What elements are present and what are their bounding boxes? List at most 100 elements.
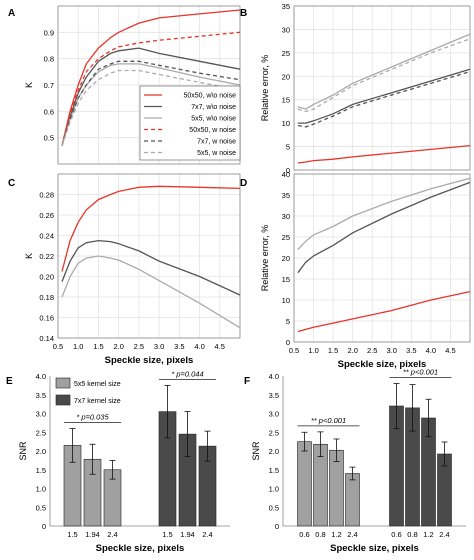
x-tick-label: 1.94	[85, 530, 100, 539]
legend-entry: 5x5 kernel size	[74, 381, 121, 388]
legend-entry: 7x7, w noise	[197, 139, 236, 146]
x-tick-label: 4.0	[194, 342, 204, 351]
y-tick-label: 20	[282, 72, 290, 81]
x-tick-label: 3.5	[406, 346, 416, 355]
x-tick-label: 4.0	[426, 346, 436, 355]
panel-A: A 0.5 0.6 0.7 0.8 0.9 K 50x50, w\o noise 7x7, w\…	[8, 5, 241, 165]
series-line-1	[297, 181, 471, 274]
series-line-0	[61, 9, 241, 146]
y-tick-label: 4.0	[36, 372, 46, 381]
y-tick-label: 30	[282, 25, 290, 34]
panel-E: E 0 0.5 1.0 1.5 2.0 2.5 3.0 3.5 4.0 SNR 1.5 1.94 2.4 1…	[6, 369, 230, 554]
series-line-0	[297, 177, 471, 251]
y-axis-label: Relative error, %	[260, 225, 270, 292]
legend-entry: 50x50, w\o noise	[183, 93, 236, 100]
y-tick-label: 3.5	[36, 391, 46, 400]
x-tick-label: 3.0	[387, 346, 397, 355]
series-line-4	[61, 60, 241, 146]
plot-frame	[293, 5, 471, 171]
x-tick-label: 2.4	[107, 530, 117, 539]
y-tick-label: 2.5	[269, 428, 279, 437]
plot-frame	[293, 173, 471, 343]
y-tick-label: 0.9	[44, 28, 54, 37]
y-tick-label: 0.7	[44, 81, 54, 90]
x-tick-label: 1.94	[180, 530, 195, 539]
legend-entry: 5x5, w noise	[197, 150, 236, 157]
y-tick-label: 0	[286, 338, 290, 347]
y-tick-label: 1.5	[269, 466, 279, 475]
x-tick-label: 0.8	[407, 530, 417, 539]
y-tick-label: 0.26	[39, 211, 54, 220]
y-tick-label: 4.0	[269, 372, 279, 381]
y-tick-label: 0.5	[44, 134, 54, 143]
y-axis-label: Relative error, %	[260, 55, 270, 122]
y-tick-label: 0.24	[39, 232, 54, 241]
series-line-1	[61, 47, 241, 146]
y-tick-label: 15	[282, 96, 290, 105]
x-tick-label: 0.5	[289, 346, 299, 355]
x-tick-label: 2.5	[134, 342, 144, 351]
x-tick-label: 0.5	[53, 342, 63, 351]
y-tick-label: 3.0	[36, 410, 46, 419]
bar	[345, 473, 360, 527]
panel-label: B	[240, 8, 247, 19]
x-tick-label: 1.2	[331, 530, 341, 539]
series-line-2	[61, 255, 241, 329]
y-axis-label: SNR	[251, 441, 261, 461]
legend: 50x50, w\o noise 7x7, w\o noise 5x5, w\o n…	[139, 85, 241, 161]
y-tick-label: 5	[286, 317, 290, 326]
y-tick-label: 0.20	[39, 273, 54, 282]
x-tick-label: 1.2	[423, 530, 433, 539]
y-tick-label: 1.5	[36, 466, 46, 475]
y-tick-label: 0.8	[44, 55, 54, 64]
significance-label: ** p<0.001	[403, 368, 438, 377]
series-line-0	[61, 185, 241, 272]
y-tick-label: 25	[282, 233, 290, 242]
significance-label: ** p<0.001	[311, 416, 346, 425]
y-tick-label: 0	[42, 522, 46, 531]
y-tick-label: 15	[282, 275, 290, 284]
y-tick-label: 10	[282, 119, 290, 128]
x-tick-label: 2.0	[113, 342, 123, 351]
y-tick-label: 35	[282, 191, 290, 200]
x-tick-label: 2.4	[439, 530, 449, 539]
panel-label: E	[6, 376, 13, 387]
legend: 5x5 kernel size 7x7 kernel size	[55, 377, 121, 406]
y-tick-label: 0.5	[36, 503, 46, 512]
x-tick-label: 1.5	[162, 530, 172, 539]
series-line-2	[297, 290, 471, 333]
panel-F: F 0 0.5 1.0 1.5 2.0 2.5 3.0 3.5 4.0 SNR 0.6 0.8 1.2 2.…	[244, 368, 466, 554]
legend-swatch	[55, 377, 71, 389]
legend-entry: 50x50, w noise	[189, 127, 236, 134]
y-tick-label: 10	[282, 296, 290, 305]
y-tick-label: 0.16	[39, 314, 54, 323]
y-tick-label: 0	[275, 522, 279, 531]
series-line-3	[61, 31, 241, 146]
y-tick-label: 2.0	[36, 447, 46, 456]
y-tick-label: 0.22	[39, 252, 54, 261]
x-tick-label: 1.5	[67, 530, 77, 539]
x-tick-label: 3.0	[154, 342, 164, 351]
y-tick-label: 35	[282, 2, 290, 11]
y-tick-label: 0.14	[39, 334, 54, 343]
y-tick-label: 2.5	[36, 428, 46, 437]
panel-B: B 0 5 10 15 20 25 30 35 Relative error, %	[240, 2, 471, 175]
x-tick-label: 1.5	[93, 342, 103, 351]
series-line-1	[297, 38, 471, 113]
x-axis-label: Speckle size, pixels	[338, 359, 427, 370]
y-tick-label: 30	[282, 212, 290, 221]
y-tick-label: 40	[282, 170, 290, 179]
series-line-5	[61, 69, 241, 146]
y-tick-label: 1.0	[269, 485, 279, 494]
x-axis-label: Speckle size, pixels	[105, 355, 194, 366]
legend-entry: 7x7, w\o noise	[191, 104, 236, 111]
legend-swatch	[55, 394, 71, 406]
y-tick-label: 3.0	[269, 410, 279, 419]
x-tick-label: 1.5	[328, 346, 338, 355]
x-tick-label: 0.8	[315, 530, 325, 539]
y-tick-label: 2.0	[269, 447, 279, 456]
panel-D: D 0 5 10 15 20 25 30 35 40 Relative error, % 0.5 1.0…	[240, 170, 471, 370]
y-tick-label: 25	[282, 49, 290, 58]
x-tick-label: 4.5	[445, 346, 455, 355]
series-line-0	[297, 33, 471, 110]
